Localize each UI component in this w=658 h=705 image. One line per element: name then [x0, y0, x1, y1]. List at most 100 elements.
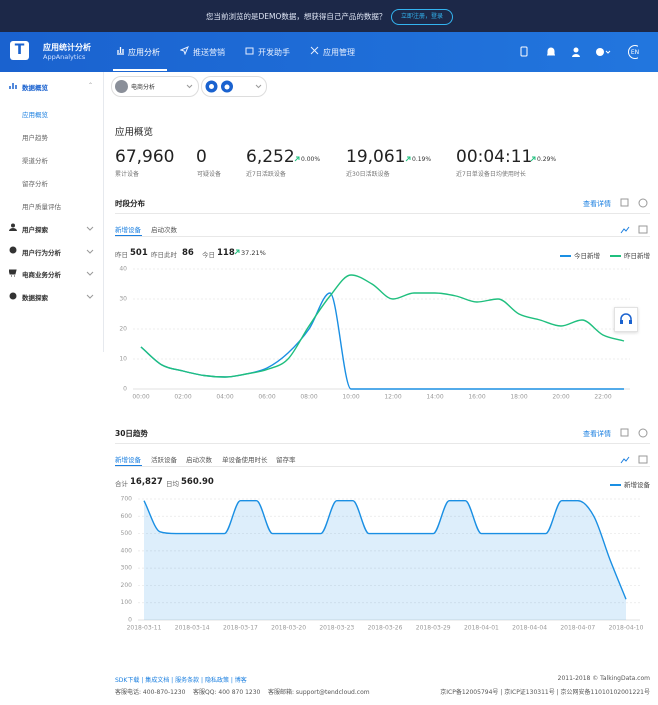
support-widget[interactable]: [614, 307, 638, 332]
summary-value: 86: [182, 248, 194, 258]
sidebar-item[interactable]: 用户趋势: [22, 134, 48, 142]
x-tick-label: 20:00: [552, 394, 569, 401]
tab[interactable]: 启动次数: [186, 456, 212, 464]
headset-icon: [620, 313, 632, 324]
tab[interactable]: 启动次数: [151, 226, 177, 234]
app-name: 电商分析: [131, 84, 156, 91]
copyright: 2011-2018 © TalkingData.com: [557, 675, 650, 682]
nav-tab[interactable]: 应用分析: [128, 48, 160, 57]
footer-contact: 客服QQ: 400 870 1230: [193, 689, 261, 696]
footer-link[interactable]: 集成文档: [145, 677, 170, 684]
y-tick-label: 600: [121, 513, 133, 520]
x-tick-label: 16:00: [468, 394, 485, 401]
x-tick-label: 2018-03-20: [271, 625, 306, 632]
x-tick-label: 04:00: [216, 394, 233, 401]
platform-icons: [205, 80, 262, 93]
sidebar: 数据概览 ⌃ 应用概览 用户趋势 渠道分析 留存分析 用户质量评估 用户探索 用…: [0, 72, 104, 352]
sidebar-group[interactable]: 数据探索: [22, 294, 48, 302]
sidebar-item[interactable]: 用户质量评估: [22, 203, 61, 211]
tab-icon: [245, 47, 254, 55]
stat-label: 可疑设备: [197, 171, 222, 178]
stat-change: 0.29%: [537, 156, 557, 163]
legend-label: 今日新增: [574, 251, 600, 260]
summary-label: 昨日此时: [151, 251, 177, 259]
stat-value: 19,061: [346, 147, 406, 167]
footer-link[interactable]: 服务条款: [175, 677, 200, 684]
app-title: 应用统计分析: [43, 43, 91, 52]
nav-tab[interactable]: 推送营销: [193, 48, 225, 57]
stat-label: 近7日活跃设备: [246, 171, 286, 178]
register-button[interactable]: 立即注册，登录: [391, 9, 453, 25]
series-line: [140, 274, 625, 378]
x-tick-label: 00:00: [132, 394, 149, 401]
summary-value: 118: [217, 248, 235, 258]
tab-underline: [115, 465, 142, 466]
chevron: [186, 84, 193, 89]
up-arrow: [234, 249, 240, 255]
tab-icon: [117, 47, 124, 55]
summary-value: 560.90: [181, 477, 214, 487]
sidebar-item[interactable]: 应用概览: [22, 111, 48, 119]
series-line: [140, 292, 624, 390]
platform-selector[interactable]: [201, 76, 267, 97]
view-icons: [620, 455, 648, 464]
divider: [115, 236, 650, 237]
tab[interactable]: 新增设备: [115, 456, 141, 464]
tab[interactable]: 单设备使用时长: [222, 456, 268, 464]
banner-text: 您当前浏览的是DEMO数据，想获得自己产品的数据？: [206, 12, 387, 21]
sidebar-item[interactable]: 留存分析: [22, 180, 48, 188]
tab-icon: [180, 46, 189, 55]
detail-link[interactable]: 查看详情: [583, 200, 611, 208]
footer-contact: 客服邮箱: support@tendcloud.com: [268, 689, 370, 696]
y-tick-label: 40: [119, 266, 127, 273]
divider: [115, 443, 650, 444]
section-icon: [9, 83, 17, 89]
summary-label: 日均: [166, 480, 179, 488]
tab-icon: [310, 46, 319, 55]
summary-value: 501: [130, 248, 148, 258]
footer-link[interactable]: SDK下载: [115, 677, 140, 684]
detail-link[interactable]: 查看详情: [583, 430, 611, 438]
sidebar-group[interactable]: 用户探索: [22, 226, 48, 234]
tab[interactable]: 活跃设备: [151, 456, 177, 464]
x-tick-label: 2018-03-23: [319, 625, 354, 632]
y-tick-label: 400: [121, 547, 133, 554]
lang-switch[interactable]: EN: [630, 49, 640, 56]
footer-link[interactable]: 隐私政策: [204, 677, 229, 684]
nav-tab[interactable]: 应用管理: [323, 48, 355, 57]
panel-title: 时段分布: [115, 199, 145, 208]
y-tick-label: 100: [121, 599, 133, 606]
sidebar-item[interactable]: 渠道分析: [22, 157, 48, 165]
legend-label: 昨日新增: [624, 251, 650, 260]
x-tick-label: 18:00: [510, 394, 527, 401]
x-tick-label: 2018-04-04: [512, 625, 547, 632]
sidebar-section[interactable]: 数据概览: [22, 84, 48, 92]
divider: [115, 213, 650, 214]
x-tick-label: 2018-03-29: [416, 625, 451, 632]
logo[interactable]: T: [10, 41, 29, 60]
tab[interactable]: 新增设备: [115, 226, 141, 234]
sidebar-group[interactable]: 电商业务分析: [22, 271, 61, 279]
tab-underline: [115, 235, 142, 236]
panel-icons: [620, 198, 648, 208]
sidebar-group[interactable]: 用户行为分析: [22, 249, 61, 257]
footer-link[interactable]: 博客: [234, 677, 247, 684]
app-selector[interactable]: 电商分析: [111, 76, 199, 97]
nav-tab[interactable]: 开发助手: [258, 48, 290, 57]
chevron: ⌃: [88, 82, 94, 89]
legend-label: 新增设备: [624, 480, 651, 489]
demo-banner: 您当前浏览的是DEMO数据，想获得自己产品的数据？ 立即注册，登录: [0, 0, 658, 32]
tab[interactable]: 留存率: [276, 456, 296, 464]
stat-label: 累计设备: [115, 171, 140, 178]
up-arrow: [530, 156, 536, 162]
x-tick-label: 2018-03-17: [223, 625, 258, 632]
x-tick-label: 10:00: [342, 394, 359, 401]
y-tick-label: 0: [123, 386, 127, 393]
x-tick-label: 02:00: [174, 394, 191, 401]
stat-value: 67,960: [115, 147, 175, 167]
app-icon: [115, 80, 128, 93]
up-arrow: [294, 156, 300, 162]
stat-value: 0: [196, 147, 207, 167]
